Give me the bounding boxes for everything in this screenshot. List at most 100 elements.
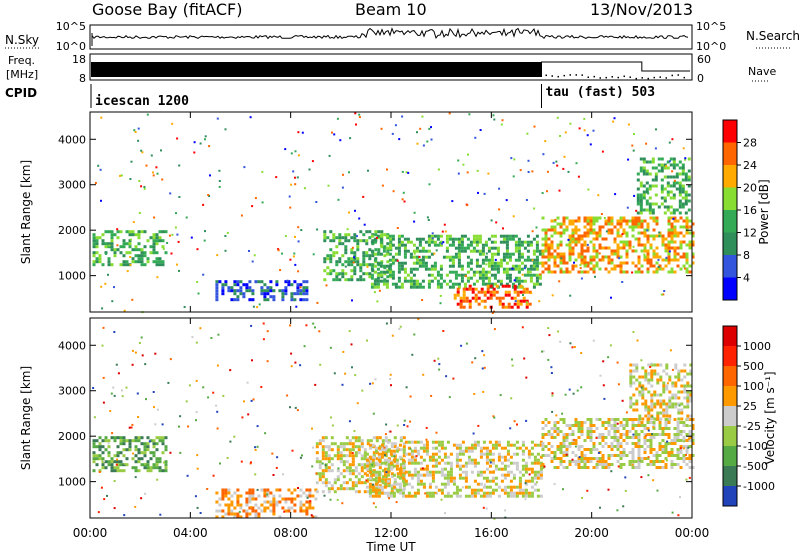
heatmap-cell <box>416 491 420 495</box>
heatmap-cell <box>691 261 695 265</box>
scatter-cell <box>348 171 350 174</box>
heatmap-cell <box>344 236 348 240</box>
heatmap-cell <box>95 251 99 255</box>
heatmap-cell <box>382 282 386 286</box>
heatmap-cell <box>374 470 378 474</box>
heatmap-cell <box>371 488 375 492</box>
heatmap-cell <box>377 455 381 459</box>
heatmap-cell <box>350 236 354 240</box>
scatter-cell <box>672 217 675 220</box>
heatmap-cell <box>272 298 276 302</box>
heatmap-cell <box>437 443 441 447</box>
heatmap-cell <box>530 446 534 450</box>
scatter-cell <box>361 440 364 443</box>
heatmap-cell <box>565 267 569 271</box>
heatmap-cell <box>657 157 661 161</box>
heatmap-cell <box>643 234 647 238</box>
scatter-cell <box>331 131 333 134</box>
heatmap-cell <box>469 276 473 280</box>
heatmap-cell <box>568 255 572 259</box>
heatmap-cell <box>504 290 508 294</box>
heatmap-cell <box>385 246 389 250</box>
heatmap-cell <box>688 219 692 223</box>
scatter-cell <box>415 455 418 458</box>
scatter-cell <box>250 324 253 327</box>
heatmap-cell <box>415 246 419 250</box>
scatter-cell <box>247 413 250 416</box>
heatmap-cell <box>348 487 352 491</box>
heatmap-cell <box>670 454 674 457</box>
scatter-cell <box>531 259 534 262</box>
heatmap-cell <box>635 387 639 391</box>
heatmap-cell <box>446 476 450 480</box>
heatmap-cell <box>629 384 633 388</box>
heatmap-cell <box>404 470 408 474</box>
heatmap-cell <box>110 436 114 440</box>
heatmap-cell <box>479 446 483 450</box>
heatmap-cell <box>625 252 629 256</box>
scatter-cell <box>542 350 545 353</box>
scatter-cell <box>351 299 353 302</box>
heatmap-cell <box>245 289 249 293</box>
heatmap-cell <box>650 372 654 376</box>
heatmap-cell <box>679 457 683 460</box>
heatmap-cell <box>644 408 648 412</box>
heatmap-cell <box>515 461 519 465</box>
heatmap-cell <box>676 234 680 238</box>
heatmap-cell <box>321 475 325 479</box>
heatmap-cell <box>119 460 123 464</box>
heatmap-cell <box>678 205 682 209</box>
scatter-cell <box>393 455 396 458</box>
heatmap-cell <box>470 449 474 453</box>
heatmap-cell <box>530 467 534 471</box>
heatmap-cell <box>688 264 692 268</box>
heatmap-cell <box>649 439 653 442</box>
heatmap-cell <box>326 272 330 276</box>
heatmap-cell <box>517 276 521 280</box>
heatmap-cell <box>321 472 325 476</box>
scatter-cell <box>583 117 586 120</box>
heatmap-cell <box>641 396 645 400</box>
heatmap-cell <box>589 216 593 220</box>
heatmap-cell <box>422 485 426 489</box>
heatmap-cell <box>589 222 593 226</box>
scatter-cell <box>289 324 292 327</box>
scatter-cell <box>289 406 291 409</box>
heatmap-cell <box>146 436 150 440</box>
heatmap-cell <box>586 448 590 451</box>
heatmap-cell <box>424 240 428 244</box>
heatmap-cell <box>128 448 132 452</box>
heatmap-cell <box>107 445 111 449</box>
heatmap-cell <box>336 478 340 482</box>
heatmap-cell <box>263 298 267 302</box>
heatmap-cell <box>236 515 240 519</box>
scatter-cell <box>388 267 391 270</box>
heatmap-cell <box>503 446 507 450</box>
heatmap-cell <box>517 252 521 256</box>
heatmap-cell <box>571 228 575 232</box>
heatmap-cell <box>498 302 502 306</box>
scatter-cell <box>647 456 650 459</box>
heatmap-cell <box>424 264 428 268</box>
scatter-cell <box>560 257 563 260</box>
heatmap-cell <box>465 296 469 300</box>
scatter-cell <box>353 256 356 259</box>
heatmap-cell <box>631 454 635 457</box>
scatter-cell <box>548 334 551 337</box>
heatmap-cell <box>152 451 156 455</box>
scatter-cell <box>485 507 488 510</box>
scatter-cell <box>419 127 422 130</box>
heatmap-cell <box>470 491 474 495</box>
scatter-cell <box>533 125 536 128</box>
heatmap-cell <box>494 488 498 492</box>
heatmap-cell <box>553 249 557 253</box>
heatmap-cell <box>559 240 563 244</box>
heatmap-cell <box>393 445 397 449</box>
heatmap-cell <box>538 252 542 256</box>
heatmap-cell <box>149 236 153 240</box>
scatter-cell <box>190 236 193 239</box>
heatmap-cell <box>646 240 650 244</box>
heatmap-cell <box>146 460 150 464</box>
heatmap-cell <box>347 260 351 264</box>
heatmap-cell <box>616 219 620 223</box>
